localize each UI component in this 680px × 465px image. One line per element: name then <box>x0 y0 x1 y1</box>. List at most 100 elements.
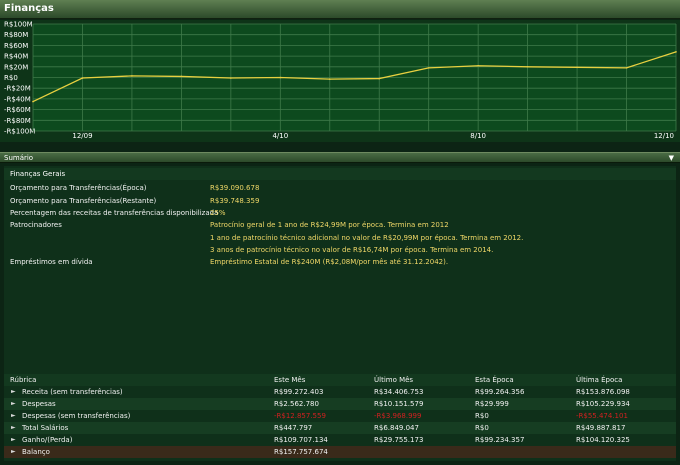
y-tick-label: R$60M <box>4 42 28 50</box>
data-point <box>180 75 183 78</box>
data-point <box>576 66 578 69</box>
table-header-row: Rúbrica Este Mês Último Mês Esta Época Últim… <box>4 374 676 386</box>
table-row[interactable]: ► Despesas R$2.562.780 R$10.151.579 R$29.999… <box>4 398 676 410</box>
data-point <box>477 64 479 67</box>
data-point <box>625 67 628 69</box>
cell-value: R$29.755.173 <box>374 436 424 444</box>
x-tick-label: 4/10 <box>272 132 288 140</box>
window-title: Finanças <box>4 3 54 14</box>
data-point <box>378 77 381 80</box>
general-finances-label: Empréstimos em dívida <box>10 258 93 266</box>
y-tick-label: -R$60M <box>4 106 31 114</box>
data-point <box>328 78 331 80</box>
data-point <box>675 51 677 53</box>
summary-panel: Finanças Gerais Orçamento para Transferê… <box>4 166 676 461</box>
column-header[interactable]: Última Época <box>576 376 623 384</box>
expand-arrow-icon[interactable]: ► <box>11 448 16 455</box>
column-header[interactable]: Rúbrica <box>10 376 37 384</box>
expand-arrow-icon[interactable]: ► <box>11 400 16 407</box>
cell-value: R$153.876.098 <box>576 388 630 396</box>
cell-value: R$34.406.753 <box>374 388 424 396</box>
general-finances-value: Patrocínio geral de 1 ano de R$24,99M po… <box>210 221 449 229</box>
y-tick-label: -R$40M <box>4 95 31 103</box>
data-point <box>427 67 430 69</box>
y-tick-label: -R$20M <box>4 85 31 93</box>
data-point <box>131 75 133 77</box>
table-row[interactable]: ► Ganho/(Perda) R$109.707.134 R$29.755.173 R… <box>4 434 676 446</box>
cell-value: R$104.120.325 <box>576 436 630 444</box>
data-point <box>32 100 34 103</box>
chevron-down-icon[interactable]: ▼ <box>668 154 674 162</box>
series-line <box>32 51 677 103</box>
general-finances-value: 25% <box>210 209 226 217</box>
expand-arrow-icon[interactable]: ► <box>11 412 16 419</box>
data-point <box>526 66 529 68</box>
y-tick-label: -R$100M <box>4 128 35 136</box>
y-tick-label: R$40M <box>4 53 28 61</box>
general-finances-row: Orçamento para Transferências(Época) R$39… <box>4 182 676 194</box>
cell-value: R$99.234.357 <box>475 436 525 444</box>
column-header[interactable]: Esta Época <box>475 376 514 384</box>
y-tick-label: -R$80M <box>4 117 31 125</box>
cell-value: R$447.797 <box>274 424 313 432</box>
summary-dropdown[interactable]: Sumário ▼ <box>0 152 680 163</box>
y-tick-label: R$0 <box>4 74 18 82</box>
x-tick-label: 12/09 <box>72 132 92 140</box>
y-tick-label: R$80M <box>4 31 28 39</box>
cell-value: R$6.849.047 <box>374 424 419 432</box>
row-label: Despesas <box>22 400 56 408</box>
balance-row[interactable]: ► Balanço R$157.757.674 <box>4 446 676 458</box>
general-finances-header: Finanças Gerais <box>4 168 676 180</box>
general-finances-value: R$39.090.678 <box>210 184 260 192</box>
cell-value: R$2.562.780 <box>274 400 319 408</box>
x-tick-label: 8/10 <box>470 132 486 140</box>
cell-value: R$49.887.817 <box>576 424 626 432</box>
table-row[interactable]: ► Receita (sem transferências) R$99.272.40… <box>4 386 676 398</box>
general-finances-row: 1 ano de patrocínio técnico adicional no… <box>4 232 676 244</box>
column-header[interactable]: Este Mês <box>274 376 306 384</box>
data-point <box>230 77 232 79</box>
cell-value: R$99.264.356 <box>475 388 525 396</box>
table-row[interactable]: ► Total Salários R$447.797 R$6.849.047 R$0 R$… <box>4 422 676 434</box>
finance-chart: R$100M R$80M R$60M R$40M R$20M R$0 -R$20M -R$40… <box>0 20 680 142</box>
cell-value: R$105.229.934 <box>576 400 630 408</box>
general-finances-label: Orçamento para Transferências(Restante) <box>10 197 157 205</box>
cell-value: R$0 <box>475 424 489 432</box>
row-label: Receita (sem transferências) <box>22 388 123 396</box>
general-finances-label: Percentagem das receitas de transferênci… <box>10 209 219 217</box>
data-point <box>81 77 84 79</box>
general-finances-value: R$39.748.359 <box>210 197 260 205</box>
expand-arrow-icon[interactable]: ► <box>11 388 16 395</box>
row-label: Ganho/(Perda) <box>22 436 73 444</box>
general-finances-row: Percentagem das receitas de transferênci… <box>4 207 676 219</box>
general-finances-row: Empréstimos em dívida Empréstimo Estatal … <box>4 256 676 268</box>
cell-value: R$10.151.579 <box>374 400 424 408</box>
general-finances-row: Orçamento para Transferências(Restante) R… <box>4 195 676 207</box>
general-finances-label: Orçamento para Transferências(Época) <box>10 184 147 192</box>
balance-label: Balanço <box>22 448 50 456</box>
row-label: Despesas (sem transferências) <box>22 412 131 420</box>
column-header[interactable]: Último Mês <box>374 376 414 384</box>
y-tick-label: R$20M <box>4 63 28 71</box>
balance-value: R$157.757.674 <box>274 448 328 456</box>
expand-arrow-icon[interactable]: ► <box>11 436 16 443</box>
cell-value: -R$12.857.559 <box>274 412 326 420</box>
summary-label: Sumário <box>4 154 34 162</box>
cell-value: R$99.272.403 <box>274 388 324 396</box>
cell-value: -R$55.474.101 <box>576 412 628 420</box>
x-tick-label: 12/10 <box>654 132 674 140</box>
general-finances-value: Empréstimo Estatal de R$240M (R$2,08M/po… <box>210 258 449 266</box>
y-tick-label: R$100M <box>4 21 33 29</box>
cell-value: R$29.999 <box>475 400 509 408</box>
general-finances-row: Patrocinadores Patrocínio geral de 1 ano … <box>4 219 676 231</box>
cell-value: R$0 <box>475 412 489 420</box>
general-finances-label: Patrocinadores <box>10 221 62 229</box>
general-finances-row: 3 anos de patrocínio técnico no valor de… <box>4 244 676 256</box>
table-row[interactable]: ► Despesas (sem transferências) -R$12.857.… <box>4 410 676 422</box>
expand-arrow-icon[interactable]: ► <box>11 424 16 431</box>
general-finances-value: 3 anos de patrocínio técnico no valor de… <box>210 246 494 254</box>
general-finances-title: Finanças Gerais <box>10 170 66 178</box>
cell-value: -R$3.968.999 <box>374 412 422 420</box>
row-label: Total Salários <box>22 424 69 432</box>
data-point <box>279 76 282 79</box>
